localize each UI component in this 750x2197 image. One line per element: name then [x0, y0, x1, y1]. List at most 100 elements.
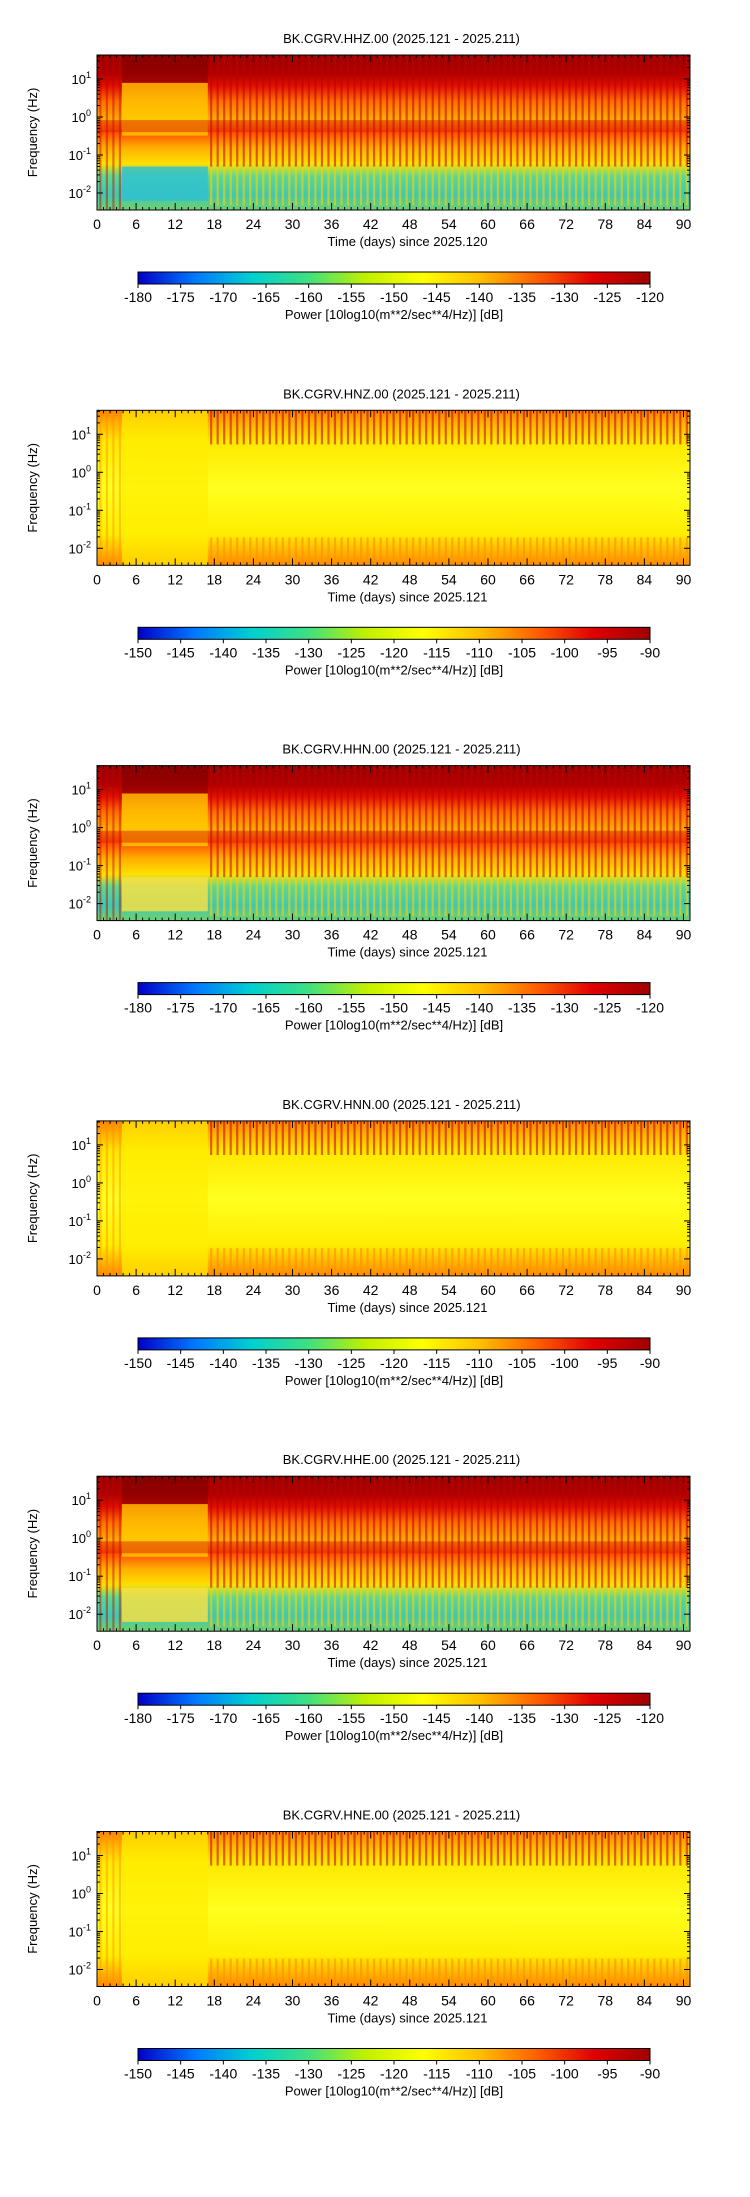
y-tick-label: 10-2 — [69, 539, 91, 556]
x-tick-label: 6 — [132, 927, 140, 943]
y-tick-label: 100 — [72, 108, 91, 125]
x-tick-label: 72 — [558, 927, 574, 943]
colorbar-tick-label: -120 — [380, 1355, 408, 1371]
x-tick-label: 30 — [285, 571, 301, 587]
x-tick-label: 90 — [676, 1993, 692, 2009]
colorbar-tick-label: -135 — [252, 644, 280, 660]
colorbar-tick-label: -175 — [167, 289, 195, 305]
spectrogram-image — [97, 765, 690, 921]
colorbar-tick-label: -160 — [295, 289, 323, 305]
x-tick-label: 66 — [519, 216, 535, 232]
y-tick-label: 100 — [72, 463, 91, 480]
colorbar-tick-label: -140 — [465, 1710, 493, 1726]
colorbar-tick-label: -155 — [337, 1000, 365, 1016]
x-tick-label: 6 — [132, 1282, 140, 1298]
x-tick-label: 18 — [207, 1282, 223, 1298]
colorbar-tick-label: -120 — [636, 289, 664, 305]
colorbar-tick-label: -95 — [597, 2066, 617, 2082]
colorbar-tick-label: -125 — [593, 1000, 621, 1016]
x-tick-label: 18 — [207, 1637, 223, 1653]
y-tick-label: 101 — [72, 1847, 91, 1864]
x-tick-label: 78 — [597, 1637, 613, 1653]
y-axis-label: Frequency (Hz) — [25, 798, 40, 888]
y-tick-label: 10-1 — [69, 1923, 91, 1940]
x-tick-label: 84 — [637, 216, 653, 232]
y-tick-label: 10-2 — [69, 1605, 91, 1622]
spectrogram-panel: BK.CGRV.HNE.00 (2025.121 - 2025.211) 101 1… — [25, 1808, 691, 2099]
spectrogram-panel: BK.CGRV.HNN.00 (2025.121 - 2025.211) 101 1… — [25, 1097, 691, 1388]
x-tick-label: 42 — [363, 927, 379, 943]
y-tick-label: 10-1 — [69, 1567, 91, 1584]
x-tick-label: 72 — [558, 216, 574, 232]
colorbar-tick-label: -130 — [551, 1000, 579, 1016]
colorbar-tick-label: -135 — [508, 1710, 536, 1726]
x-tick-label: 24 — [246, 1637, 262, 1653]
spectrogram-image — [97, 1120, 690, 1276]
y-axis-label: Frequency (Hz) — [25, 1154, 40, 1244]
spectrogram-panel: BK.CGRV.HHZ.00 (2025.121 - 2025.211) 101 1… — [25, 31, 691, 322]
x-tick-label: 90 — [676, 216, 692, 232]
x-tick-label: 12 — [167, 571, 183, 587]
colorbar-tick-label: -160 — [295, 1000, 323, 1016]
colorbar-tick-label: -95 — [597, 644, 617, 660]
colorbar-tick-label: -150 — [380, 1710, 408, 1726]
colorbar-tick-label: -130 — [551, 1710, 579, 1726]
spectrogram-panel: BK.CGRV.HHE.00 (2025.121 - 2025.211) 101 1… — [25, 1452, 691, 1743]
x-tick-label: 30 — [285, 1993, 301, 2009]
y-axis-label: Frequency (Hz) — [25, 1864, 40, 1954]
colorbar — [137, 271, 651, 285]
x-tick-label: 42 — [363, 1282, 379, 1298]
colorbar-tick-label: -165 — [252, 1710, 280, 1726]
colorbar-tick-label: -160 — [295, 1710, 323, 1726]
x-tick-label: 18 — [207, 927, 223, 943]
colorbar — [137, 1692, 651, 1706]
colorbar-tick-label: -105 — [508, 644, 536, 660]
colorbar-tick-label: -130 — [295, 1355, 323, 1371]
colorbar-tick-label: -105 — [508, 2066, 536, 2082]
x-tick-label: 84 — [637, 1282, 653, 1298]
colorbar-tick-label: -170 — [209, 1000, 237, 1016]
colorbar-tick-label: -150 — [124, 2066, 152, 2082]
x-axis-label: Time (days) since 2025.121 — [328, 1300, 488, 1315]
colorbar-tick-label: -110 — [466, 2066, 493, 2082]
x-tick-label: 72 — [558, 1637, 574, 1653]
x-tick-label: 84 — [637, 1993, 653, 2009]
colorbar-tick-label: -140 — [209, 644, 237, 660]
spectrogram-image — [97, 1831, 690, 1987]
x-tick-label: 12 — [167, 1282, 183, 1298]
x-tick-label: 6 — [132, 1637, 140, 1653]
colorbar-tick-label: -140 — [209, 1355, 237, 1371]
colorbar-tick-label: -180 — [124, 1710, 152, 1726]
colorbar-label: Power [10log10(m**2/sec**4/Hz)] [dB] — [285, 1373, 503, 1388]
colorbar-tick-label: -125 — [593, 289, 621, 305]
colorbar-tick-label: -125 — [337, 644, 365, 660]
colorbar-tick-label: -135 — [508, 1000, 536, 1016]
y-tick-label: 10-2 — [69, 1250, 91, 1267]
colorbar-tick-label: -100 — [551, 2066, 579, 2082]
x-tick-label: 24 — [246, 571, 262, 587]
x-tick-label: 18 — [207, 571, 223, 587]
x-axis-label: Time (days) since 2025.121 — [328, 945, 488, 960]
colorbar-tick-label: -120 — [636, 1710, 664, 1726]
x-tick-label: 90 — [676, 1637, 692, 1653]
colorbar-tick-label: -110 — [466, 1355, 493, 1371]
colorbar-tick-label: -145 — [423, 289, 451, 305]
x-tick-label: 18 — [207, 1993, 223, 2009]
colorbar-tick-label: -170 — [209, 289, 237, 305]
colorbar-tick-label: -140 — [465, 1000, 493, 1016]
colorbar-tick-label: -100 — [551, 1355, 579, 1371]
x-tick-label: 66 — [519, 1993, 535, 2009]
x-tick-label: 12 — [167, 216, 183, 232]
x-tick-label: 36 — [324, 927, 340, 943]
y-tick-label: 10-1 — [69, 501, 91, 518]
colorbar-label: Power [10log10(m**2/sec**4/Hz)] [dB] — [285, 662, 503, 677]
colorbar-tick-label: -135 — [252, 1355, 280, 1371]
colorbar-tick-label: -90 — [640, 1355, 660, 1371]
panel-title: BK.CGRV.HHN.00 (2025.121 - 2025.211) — [282, 742, 520, 757]
x-tick-label: 78 — [597, 571, 613, 587]
x-tick-label: 54 — [441, 216, 457, 232]
x-tick-label: 78 — [597, 927, 613, 943]
x-tick-label: 60 — [480, 1637, 496, 1653]
x-tick-label: 54 — [441, 1637, 457, 1653]
x-tick-label: 6 — [132, 216, 140, 232]
